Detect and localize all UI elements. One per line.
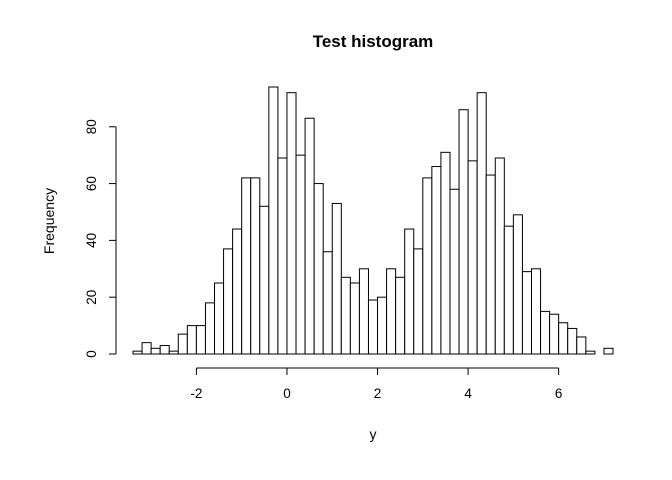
x-tick-label: 6 bbox=[555, 386, 563, 401]
histogram-bar bbox=[150, 347, 161, 355]
x-axis: -2 0 2 4 6 bbox=[190, 367, 563, 401]
histogram-bar bbox=[431, 166, 442, 355]
histogram-bar bbox=[232, 228, 243, 355]
y-axis: 0 20 40 60 80 bbox=[84, 119, 117, 358]
x-tick-label: 4 bbox=[464, 386, 472, 401]
y-tick-label: 40 bbox=[84, 233, 99, 248]
histogram-bar bbox=[186, 325, 197, 355]
x-tick-label: 2 bbox=[374, 386, 382, 401]
histogram-bar bbox=[422, 177, 433, 355]
histogram-bar bbox=[404, 228, 415, 355]
x-tick-label: -2 bbox=[190, 386, 202, 401]
histogram-bar bbox=[585, 350, 596, 355]
histogram-bar bbox=[241, 177, 252, 355]
y-axis-label: Frequency bbox=[41, 188, 57, 254]
histogram-bar bbox=[377, 296, 388, 355]
histogram-bar bbox=[277, 157, 288, 355]
histogram-bar bbox=[304, 117, 315, 355]
histogram-bar bbox=[132, 350, 143, 355]
histogram-bar bbox=[449, 188, 460, 355]
histogram-bar bbox=[331, 202, 342, 355]
histogram-bar bbox=[503, 225, 514, 355]
histogram-bar bbox=[177, 333, 188, 355]
histogram-bar bbox=[349, 282, 360, 355]
y-tick-label: 20 bbox=[84, 290, 99, 305]
histogram-bar bbox=[521, 271, 532, 355]
histogram-bar bbox=[259, 205, 270, 355]
histogram-bar bbox=[512, 214, 523, 355]
histogram-bar bbox=[567, 327, 578, 355]
histogram-bar bbox=[549, 313, 560, 355]
histogram-bar bbox=[159, 344, 170, 355]
histogram-bar bbox=[141, 342, 152, 355]
histogram-bar bbox=[603, 347, 614, 355]
histogram-bar bbox=[494, 157, 505, 355]
histogram-bar bbox=[413, 248, 424, 355]
histogram-bar bbox=[467, 160, 478, 355]
y-tick-label: 60 bbox=[84, 176, 99, 191]
histogram-bar bbox=[168, 350, 179, 355]
histogram-bar bbox=[340, 276, 351, 355]
histogram-bar bbox=[268, 86, 279, 355]
histogram-bar bbox=[367, 299, 379, 355]
chart-title: Test histogram bbox=[313, 32, 434, 51]
histogram-bar bbox=[250, 177, 261, 355]
y-tick-label: 80 bbox=[84, 119, 99, 134]
histogram-bar bbox=[576, 336, 587, 355]
histogram-bar bbox=[485, 174, 496, 355]
y-tick-label: 0 bbox=[84, 350, 99, 358]
histogram-bar bbox=[313, 183, 324, 355]
histogram-bar bbox=[322, 251, 333, 355]
histogram-bar bbox=[440, 151, 451, 355]
histogram-bar bbox=[540, 310, 551, 355]
histogram-bars bbox=[132, 86, 614, 355]
histogram-bar bbox=[558, 322, 569, 355]
histogram-bar bbox=[476, 92, 487, 355]
histogram-bar bbox=[195, 325, 206, 355]
histogram-bar bbox=[530, 268, 542, 355]
histogram-bar bbox=[295, 154, 306, 355]
x-axis-label: y bbox=[370, 426, 377, 442]
histogram-bar bbox=[214, 282, 225, 355]
x-tick-label: 0 bbox=[283, 386, 291, 401]
histogram-bar bbox=[204, 302, 216, 355]
histogram-bar bbox=[395, 276, 406, 355]
histogram-bar bbox=[223, 248, 234, 355]
histogram-bar bbox=[286, 92, 297, 355]
histogram-bar bbox=[386, 268, 397, 355]
histogram-bar bbox=[358, 268, 369, 355]
histogram-bar bbox=[458, 109, 469, 355]
